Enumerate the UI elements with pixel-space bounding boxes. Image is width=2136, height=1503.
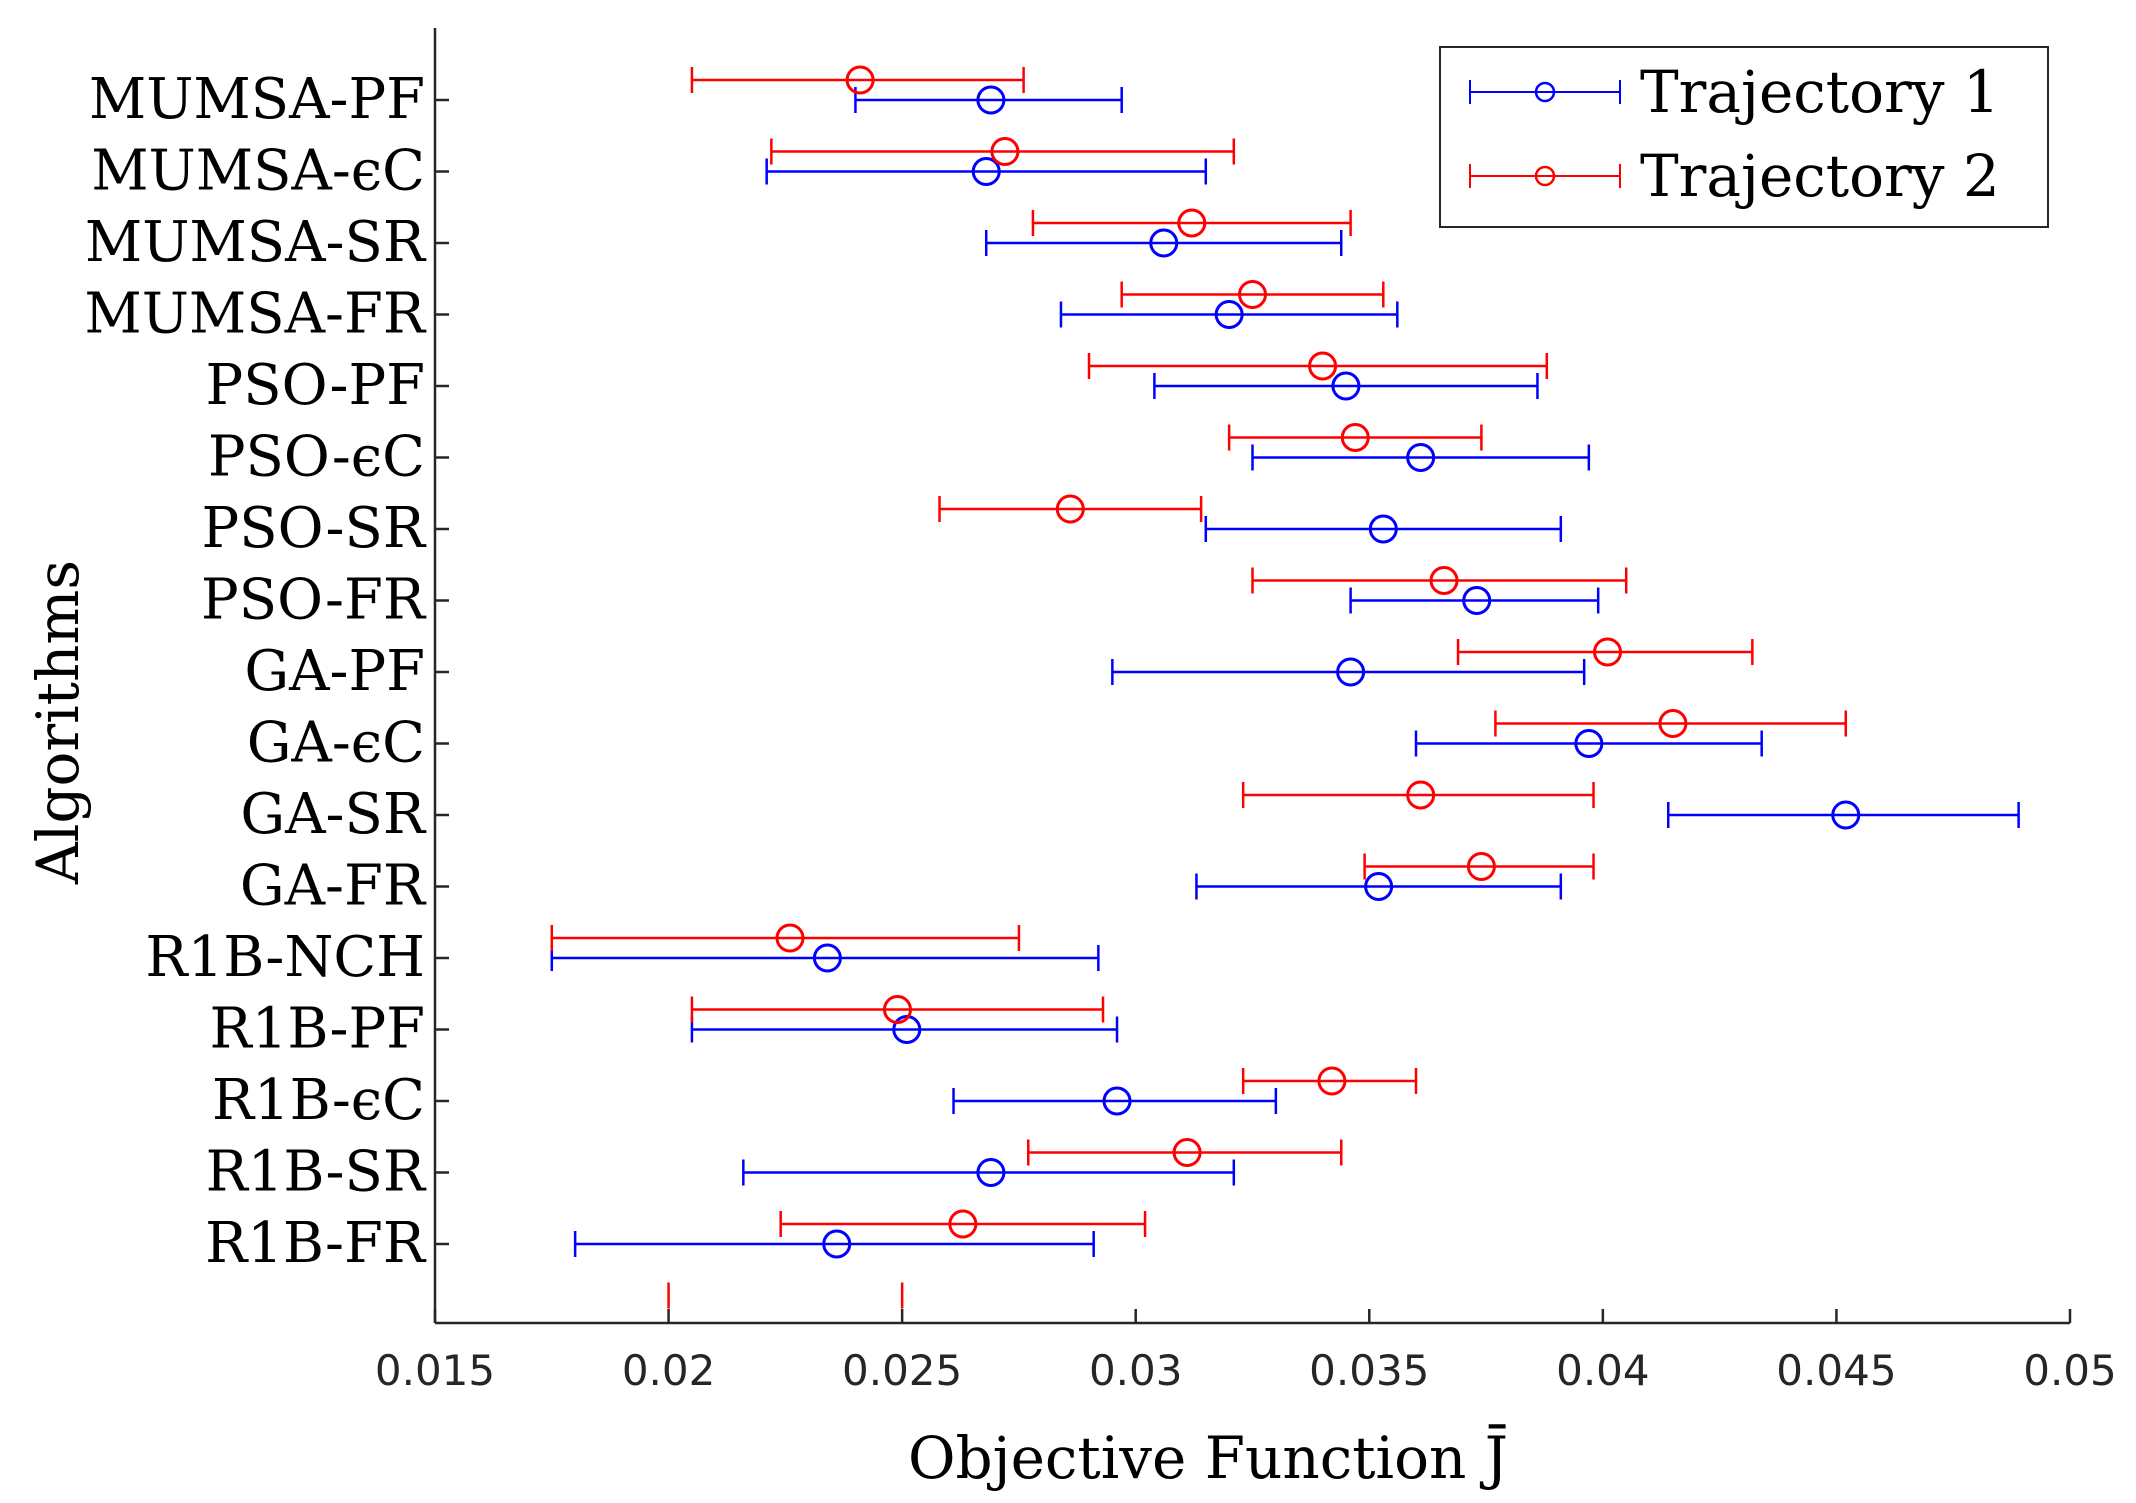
mean-marker	[1429, 566, 1459, 595]
mean-marker	[1238, 280, 1267, 309]
y-tick-label: R1B-PF	[210, 997, 425, 1062]
mean-marker	[812, 943, 842, 973]
mean-marker	[1593, 637, 1623, 667]
legend-box	[1439, 46, 2049, 228]
mean-marker	[948, 1209, 978, 1239]
y-tick-label: MUMSA-FR	[84, 282, 426, 347]
legend-swatch-marker	[1534, 165, 1556, 187]
y-tick-label: MUMSA-PF	[89, 67, 425, 132]
legend-swatch-marker	[1534, 81, 1556, 103]
mean-marker	[1658, 709, 1688, 738]
y-tick-label: GA-PF	[244, 639, 425, 704]
mean-marker	[1214, 300, 1244, 329]
mean-marker	[1406, 780, 1436, 810]
mean-marker	[1317, 1066, 1347, 1096]
mean-marker	[1340, 423, 1370, 452]
x-tick-label: 0.025	[842, 1346, 962, 1395]
y-tick-label: PSO-ϵC	[208, 425, 425, 490]
y-tick-label: R1B-NCH	[145, 925, 425, 990]
y-axis-label: Algorithms	[24, 560, 92, 885]
mean-marker	[1102, 1086, 1132, 1116]
x-tick-label: 0.02	[622, 1346, 716, 1395]
mean-marker	[1149, 228, 1179, 258]
mean-marker	[990, 137, 1020, 166]
error-bars	[550, 65, 2020, 1309]
x-tick-label: 0.035	[1309, 1346, 1429, 1395]
legend: Trajectory 1 Trajectory 2	[1439, 46, 2049, 228]
mean-marker	[1462, 586, 1492, 615]
mean-marker	[1331, 371, 1361, 401]
mean-marker	[1466, 852, 1496, 881]
x-tick-label: 0.03	[1089, 1346, 1183, 1395]
mean-marker	[976, 85, 1006, 115]
axes: 0.015 0.02 0.025 0.03 0.035 0.04 0.045 0.05 MUMS…	[84, 28, 2117, 1395]
x-tick-label: 0.05	[2023, 1346, 2117, 1395]
series-trajectory-2	[550, 65, 1848, 1239]
y-tick-label: MUMSA-ϵC	[91, 139, 425, 204]
x-tick-label: 0.045	[1776, 1346, 1896, 1395]
y-tick-label: R1B-FR	[205, 1211, 427, 1276]
x-tick-label: 0.015	[375, 1346, 495, 1395]
y-tick-label: MUMSA-SR	[85, 210, 427, 275]
y-tick-label: GA-FR	[240, 854, 427, 919]
y-tick-label: R1B-ϵC	[212, 1068, 425, 1133]
series-trajectory-1	[550, 85, 2020, 1259]
mean-marker	[1172, 1138, 1202, 1167]
mean-marker	[1308, 351, 1338, 381]
mean-marker	[1368, 514, 1398, 544]
y-tick-label: PSO-SR	[202, 496, 427, 561]
mean-marker	[882, 995, 912, 1024]
mean-marker	[1336, 657, 1366, 687]
mean-marker	[976, 1158, 1006, 1187]
y-tick-label: GA-ϵC	[247, 711, 425, 776]
axis-labels: Objective Function J̄ Algorithms	[24, 560, 1508, 1492]
mean-marker	[775, 923, 805, 953]
y-tick-label: R1B-SR	[206, 1140, 427, 1205]
mean-marker	[1055, 494, 1085, 524]
mean-marker	[1574, 729, 1604, 758]
y-tick-label: PSO-FR	[201, 568, 427, 633]
mean-marker	[971, 157, 1001, 186]
legend-label: Trajectory 2	[1640, 142, 2000, 210]
mean-marker	[1831, 800, 1861, 830]
legend-entry-trajectory-2: Trajectory 2	[1469, 142, 2000, 210]
mean-marker	[1177, 208, 1207, 238]
y-tick-label: PSO-PF	[206, 353, 425, 418]
x-tick-label: 0.04	[1556, 1346, 1650, 1395]
mean-marker	[822, 1229, 852, 1259]
legend-entry-trajectory-1: Trajectory 1	[1469, 58, 2000, 126]
mean-marker	[1406, 443, 1436, 472]
mean-marker	[845, 65, 875, 95]
x-axis-label: Objective Function J̄	[908, 1423, 1508, 1492]
mean-marker	[1364, 872, 1394, 901]
y-tick-label: GA-SR	[240, 782, 426, 847]
legend-label: Trajectory 1	[1640, 58, 2000, 126]
